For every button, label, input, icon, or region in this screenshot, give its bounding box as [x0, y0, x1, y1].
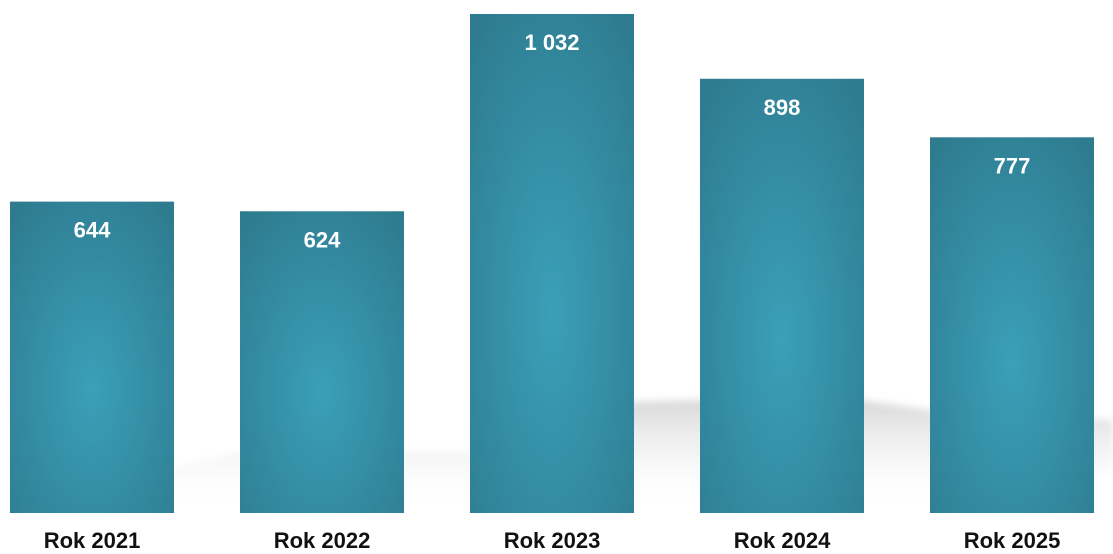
value-label: 644: [74, 218, 111, 243]
bar-rok-2021: [10, 201, 174, 513]
bar-rok-2022: [240, 211, 404, 514]
x-tick-label: Rok 2021: [44, 528, 141, 553]
value-label: 1 032: [524, 30, 579, 55]
bar-rok-2023: [470, 14, 634, 513]
x-tick-label: Rok 2023: [504, 528, 601, 553]
x-tick-label: Rok 2024: [734, 528, 831, 553]
x-tick-label: Rok 2022: [274, 528, 371, 553]
bar-rok-2025: [930, 137, 1094, 513]
bars: [10, 14, 1094, 514]
value-label: 898: [764, 95, 801, 120]
x-tick-label: Rok 2025: [964, 528, 1061, 553]
bar-rok-2024: [700, 78, 864, 513]
x-axis-tick-labels: Rok 2021 Rok 2022 Rok 2023 Rok 2024 Rok 2025: [44, 528, 1061, 553]
value-labels: 644 624 1 032 898 777: [74, 30, 1031, 252]
value-label: 624: [304, 227, 341, 252]
value-label: 777: [994, 153, 1031, 178]
